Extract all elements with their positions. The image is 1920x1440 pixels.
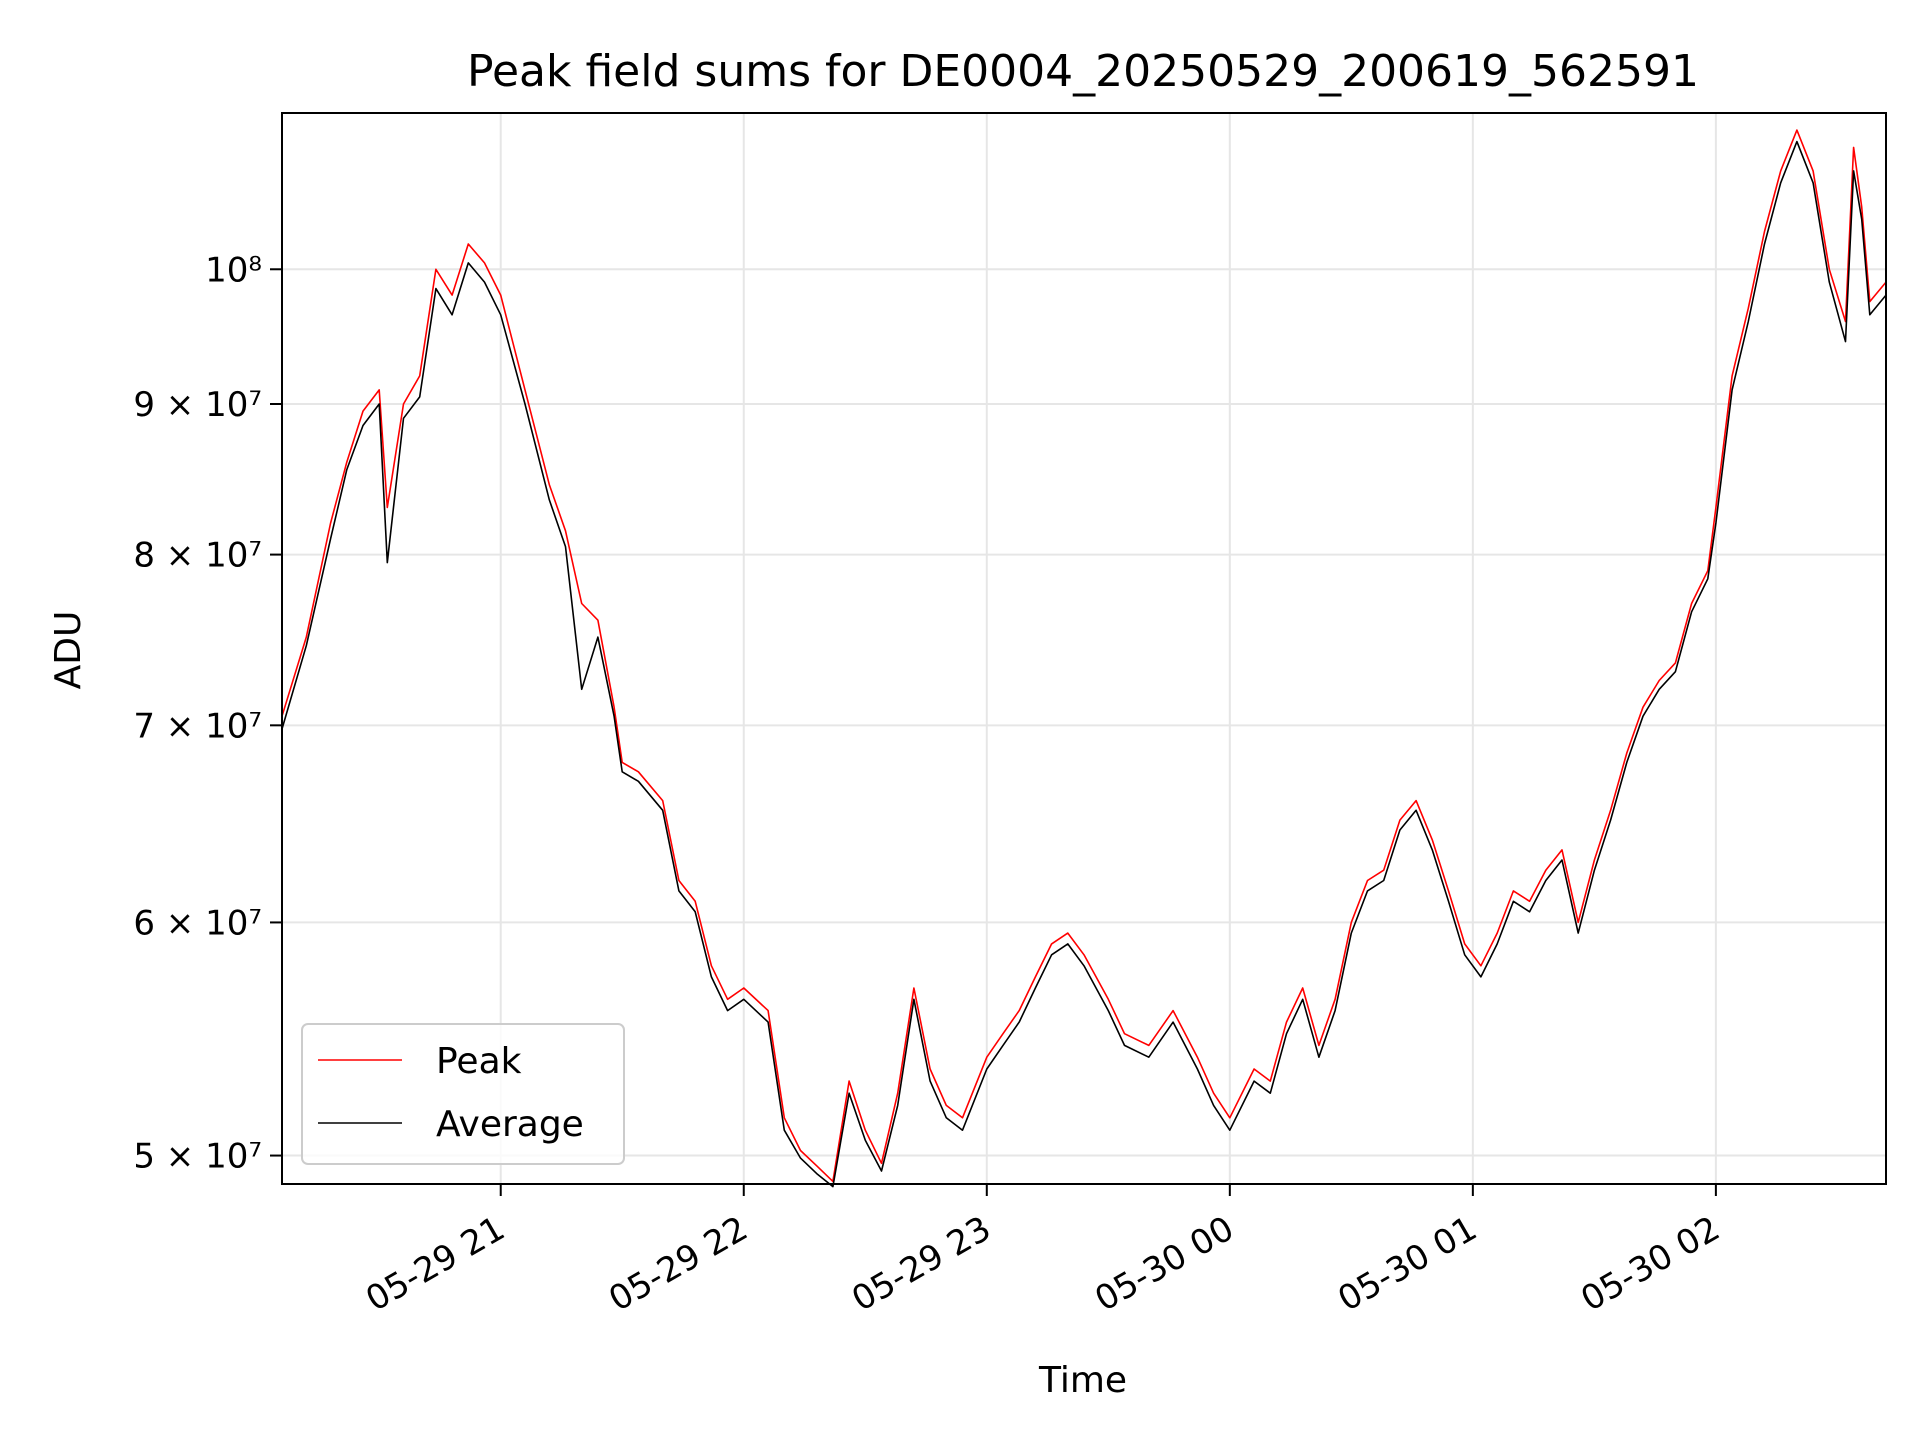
plot-frame <box>281 112 1887 1185</box>
y-axis-label: ADU <box>48 611 89 690</box>
y-tick-label: 6 × 10⁷ <box>133 903 262 943</box>
legend: Peak Average <box>301 1023 625 1165</box>
chart-title: Peak field sums for DE0004_20250529_2006… <box>467 46 1699 97</box>
y-tick-label: 7 × 10⁷ <box>133 706 262 746</box>
legend-box <box>301 1023 625 1165</box>
y-tick-label: 5 × 10⁷ <box>133 1137 262 1177</box>
x-axis-label: Time <box>1038 1360 1127 1401</box>
legend-label-peak: Peak <box>436 1041 522 1082</box>
y-axis: 5 × 10⁷ 6 × 10⁷ 7 × 10⁷ 8 × 10⁷ 9 × 10⁷ 10⁸ <box>133 250 282 1177</box>
grid-lines <box>282 113 1886 1184</box>
series-lines <box>281 129 1887 1188</box>
y-tick-label: 8 × 10⁷ <box>133 536 262 576</box>
legend-label-average: Average <box>436 1104 584 1145</box>
series-line-average <box>281 140 1887 1188</box>
y-tick-label: 9 × 10⁷ <box>133 385 262 425</box>
y-tick-label: 10⁸ <box>205 250 262 290</box>
series-line-peak <box>281 129 1887 1183</box>
